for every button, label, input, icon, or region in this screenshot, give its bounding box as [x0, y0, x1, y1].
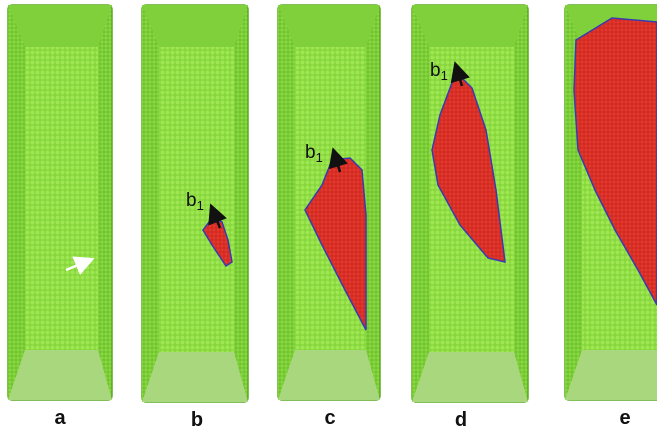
annotation-text: b	[186, 190, 197, 211]
top-face	[278, 5, 380, 47]
left-wall	[278, 5, 295, 400]
panel-label: c	[324, 407, 335, 429]
floor	[142, 352, 248, 402]
top-face	[8, 5, 112, 47]
annotation-subscript: 1	[197, 198, 204, 213]
figure: b1 b1 b1 a b c d e	[0, 0, 657, 437]
panel-label: e	[619, 407, 630, 429]
left-wall	[412, 5, 429, 402]
panel-label: a	[54, 407, 66, 429]
panel-label: d	[455, 409, 467, 431]
panel-label: b	[191, 409, 203, 431]
arrows	[66, 66, 462, 270]
back-wall	[25, 47, 98, 350]
floor	[8, 350, 112, 400]
top-face	[142, 5, 248, 47]
annotation-text: b	[430, 60, 441, 81]
left-wall	[8, 5, 25, 400]
annotation-subscript: 1	[316, 150, 323, 165]
top-face	[412, 5, 528, 47]
panel-labels: a b c d e	[54, 407, 630, 431]
annotation-subscript: 1	[441, 68, 448, 83]
floor	[278, 350, 380, 400]
left-wall	[142, 5, 159, 402]
annotation-text: b	[305, 142, 316, 163]
floor	[412, 352, 528, 402]
